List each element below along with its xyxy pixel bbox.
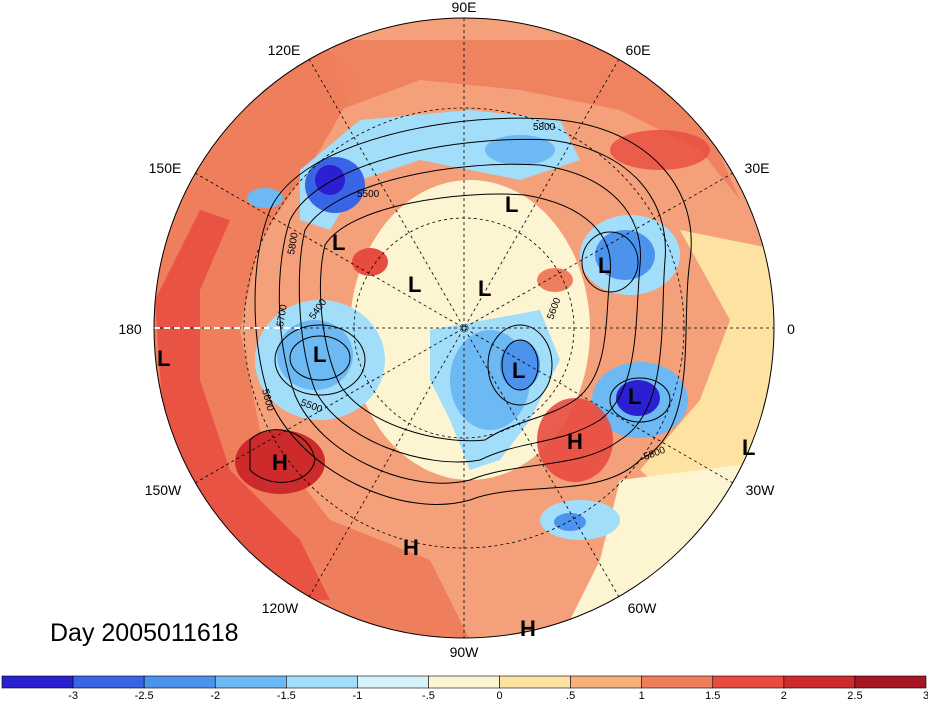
- colorbar-tick-label: -2: [210, 690, 220, 702]
- colorbar-tick-label: 1: [639, 690, 645, 702]
- contour-label: 5800: [286, 231, 301, 255]
- low-center-marker: L: [408, 272, 421, 297]
- colorbar-boxes: [1, 675, 927, 689]
- plot-title: Day 2005011618: [50, 619, 239, 647]
- colorbar-tick-label: -2.5: [135, 690, 154, 702]
- colorbar-box: [854, 675, 927, 689]
- high-center-marker: H: [403, 535, 419, 560]
- lon-label-60w: 60W: [628, 600, 658, 616]
- colorbar-box: [286, 675, 358, 689]
- colorbar-tick-label: .5: [566, 690, 575, 702]
- colorbar-box: [428, 675, 500, 689]
- low-center-marker: L: [157, 346, 170, 371]
- contour-label: 5500: [357, 189, 380, 200]
- colorbar-tick-label: 2: [781, 690, 787, 702]
- lon-label-0: 0: [787, 321, 795, 337]
- colorbar-box: [143, 675, 216, 689]
- colorbar-tick-label: 1.5: [705, 690, 720, 702]
- colorbar-box: [783, 675, 856, 689]
- colorbar-tick-label: -3: [68, 690, 78, 702]
- colorbar-box: [499, 675, 571, 689]
- colorbar-tick-label: 2.5: [847, 690, 862, 702]
- lon-label-30w: 30W: [746, 482, 776, 498]
- low-center-marker: L: [628, 384, 641, 409]
- low-center-marker: L: [332, 230, 345, 255]
- colorbar-tick-label: -1: [352, 690, 362, 702]
- lon-label-90w: 90W: [450, 644, 480, 660]
- pressure-centers: L L L L L L L L L H H H H L: [157, 192, 755, 641]
- map-boundary: [153, 17, 775, 639]
- colorbar-tick-label: 3: [923, 690, 928, 702]
- height-contours: [249, 117, 692, 505]
- contour-labels: 5800 5500 5800 5700 5400 5500 5600 5800 …: [259, 122, 667, 463]
- low-center-marker: L: [742, 435, 755, 460]
- low-center-marker: L: [478, 276, 491, 301]
- contour-label: 5700: [275, 303, 290, 327]
- contour-label: 5800: [533, 122, 556, 133]
- colorbar-tick-label: -.5: [422, 690, 435, 702]
- longitude-labels: 90E 60E 30E 0 30W 60W 90W 120W 150W 180 …: [118, 0, 795, 660]
- colorbar-box: [570, 675, 642, 689]
- low-center-marker: L: [598, 253, 611, 278]
- lon-label-180: 180: [118, 321, 142, 337]
- colorbar-box: [357, 675, 429, 689]
- high-center-marker: H: [520, 616, 536, 641]
- colorbar-tick-label: 0: [496, 690, 502, 702]
- low-center-marker: L: [505, 192, 518, 217]
- lon-label-120w: 120W: [262, 600, 299, 616]
- lon-label-30e: 30E: [745, 160, 770, 176]
- lon-label-60e: 60E: [626, 42, 651, 58]
- colorbar-ticks: -3 -2.5 -2 -1.5 -1 -.5 0 .5 1 1.5 2 2.5 3: [68, 690, 928, 702]
- colorbar-box: [1, 675, 74, 689]
- lon-label-90e: 90E: [452, 0, 477, 15]
- lon-label-120e: 120E: [268, 42, 301, 58]
- colorbar-box: [712, 675, 785, 689]
- high-center-marker: H: [272, 450, 288, 475]
- colorbar-box: [72, 675, 145, 689]
- colorbar-box: [641, 675, 714, 689]
- low-center-marker: L: [512, 358, 525, 383]
- lon-label-150w: 150W: [145, 482, 182, 498]
- high-center-marker: H: [567, 429, 583, 454]
- low-center-marker: L: [313, 342, 326, 367]
- colorbar-box: [214, 675, 287, 689]
- colorbar-tick-label: -1.5: [277, 690, 296, 702]
- lon-label-150e: 150E: [149, 160, 182, 176]
